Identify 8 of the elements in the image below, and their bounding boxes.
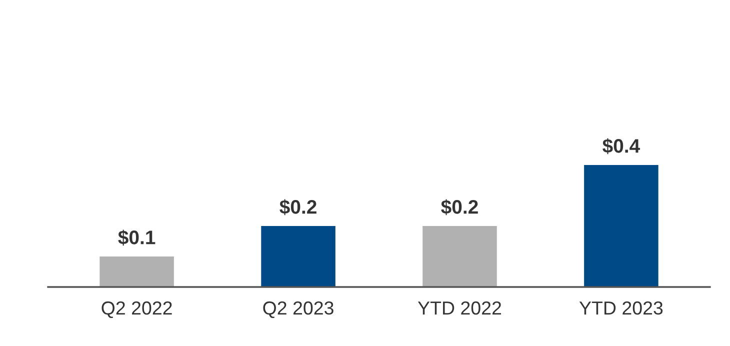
x-tick-label: YTD 2023 (579, 301, 663, 315)
data-label: $0.2 (441, 199, 478, 216)
x-tick-label: Q2 2023 (263, 301, 334, 318)
data-label: $0.4 (602, 138, 640, 154)
x-tick-label: YTD 2022 (418, 301, 502, 315)
data-label: $0.2 (280, 199, 316, 216)
x-tick-label: Q2 2022 (102, 301, 172, 318)
data-label: $0.1 (118, 230, 156, 246)
